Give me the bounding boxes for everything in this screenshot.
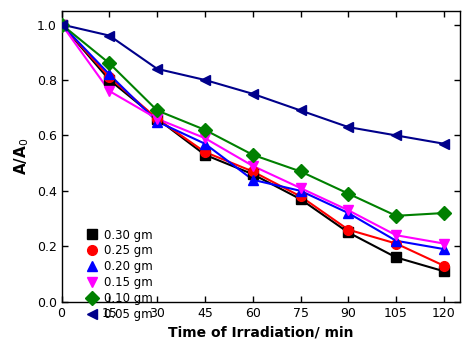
0.20 gm xyxy=(107,72,112,77)
0.10 gm xyxy=(202,128,208,132)
0.05 gm xyxy=(393,133,399,137)
0.20 gm xyxy=(250,178,255,182)
0.10 gm xyxy=(250,153,255,157)
Line: 0.30 gm: 0.30 gm xyxy=(57,20,449,276)
0.10 gm xyxy=(298,169,303,174)
X-axis label: Time of Irradiation/ min: Time of Irradiation/ min xyxy=(168,325,354,339)
0.25 gm xyxy=(250,169,255,174)
0.25 gm xyxy=(298,194,303,198)
0.25 gm xyxy=(346,228,351,232)
0.10 gm xyxy=(59,22,64,27)
0.25 gm xyxy=(393,241,399,246)
0.20 gm xyxy=(441,247,447,251)
0.15 gm xyxy=(155,117,160,121)
0.05 gm xyxy=(59,22,64,27)
0.15 gm xyxy=(441,241,447,246)
0.05 gm xyxy=(441,142,447,146)
0.30 gm xyxy=(202,153,208,157)
0.30 gm xyxy=(298,197,303,201)
0.25 gm xyxy=(107,75,112,79)
0.15 gm xyxy=(346,208,351,212)
0.30 gm xyxy=(59,22,64,27)
0.05 gm xyxy=(107,33,112,38)
Line: 0.15 gm: 0.15 gm xyxy=(57,20,449,248)
0.10 gm xyxy=(155,108,160,113)
Legend: 0.30 gm, 0.25 gm, 0.20 gm, 0.15 gm, 0.10 gm, 0.05 gm: 0.30 gm, 0.25 gm, 0.20 gm, 0.15 gm, 0.10… xyxy=(83,226,155,324)
0.15 gm xyxy=(298,186,303,190)
0.30 gm xyxy=(250,172,255,176)
0.20 gm xyxy=(298,189,303,193)
0.25 gm xyxy=(441,263,447,268)
0.30 gm xyxy=(155,117,160,121)
0.20 gm xyxy=(346,211,351,215)
0.10 gm xyxy=(107,61,112,65)
0.15 gm xyxy=(202,136,208,140)
0.25 gm xyxy=(155,117,160,121)
0.30 gm xyxy=(107,78,112,82)
0.20 gm xyxy=(59,22,64,27)
Line: 0.25 gm: 0.25 gm xyxy=(57,20,449,271)
0.05 gm xyxy=(298,108,303,113)
Line: 0.05 gm: 0.05 gm xyxy=(57,20,449,149)
0.05 gm xyxy=(202,78,208,82)
0.20 gm xyxy=(393,239,399,243)
0.05 gm xyxy=(250,92,255,96)
0.15 gm xyxy=(59,22,64,27)
0.15 gm xyxy=(250,164,255,168)
0.30 gm xyxy=(393,255,399,260)
0.10 gm xyxy=(346,191,351,196)
Line: 0.10 gm: 0.10 gm xyxy=(57,20,449,221)
Line: 0.20 gm: 0.20 gm xyxy=(57,20,449,254)
0.30 gm xyxy=(346,230,351,235)
0.15 gm xyxy=(107,89,112,93)
0.15 gm xyxy=(393,233,399,237)
0.30 gm xyxy=(441,269,447,273)
0.10 gm xyxy=(441,211,447,215)
0.25 gm xyxy=(202,150,208,154)
0.05 gm xyxy=(346,125,351,129)
0.10 gm xyxy=(393,214,399,218)
0.05 gm xyxy=(155,67,160,71)
0.20 gm xyxy=(202,142,208,146)
0.25 gm xyxy=(59,22,64,27)
0.20 gm xyxy=(155,119,160,124)
Y-axis label: A/A$_0$: A/A$_0$ xyxy=(12,137,31,175)
